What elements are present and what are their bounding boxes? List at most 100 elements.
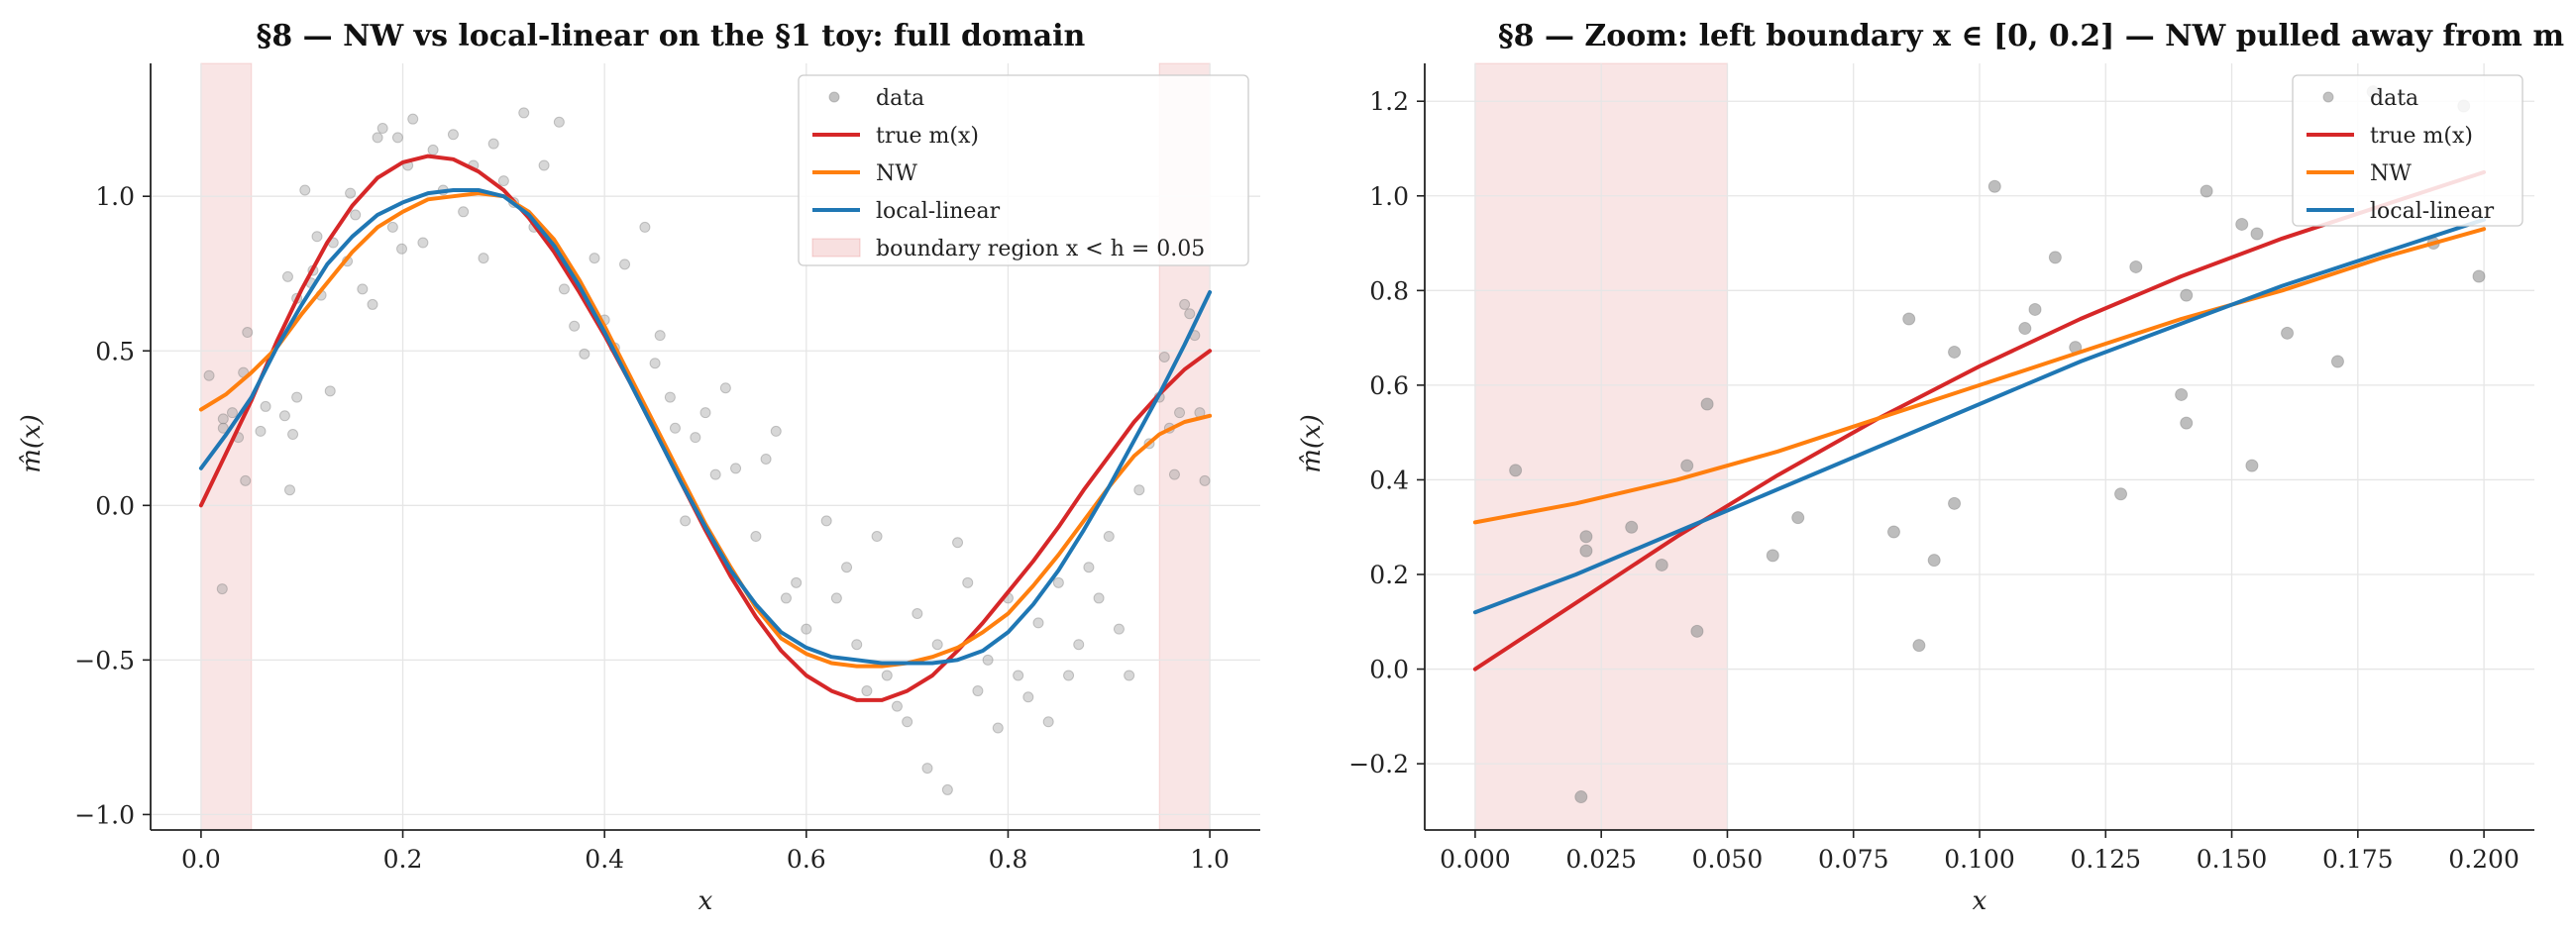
data-point	[386, 221, 398, 233]
legend: data true m(x) NW local-linear boundary regi…	[798, 74, 1249, 266]
y-tick-labels: −0.2 0.0 0.2 0.4 0.6 0.8 1.0 1.2	[1348, 87, 1409, 778]
data-point	[881, 670, 893, 681]
data-point	[1902, 312, 1916, 326]
data-point	[654, 330, 666, 342]
data-point	[1680, 459, 1694, 472]
data-point	[1022, 691, 1034, 703]
data-point	[1052, 576, 1064, 588]
y-tick-label: 0.5	[95, 337, 135, 365]
data-point	[1133, 484, 1145, 496]
zoom-panel: 0.000 0.025 0.050 0.075 0.100 0.125 0.150 0.175…	[1297, 19, 2564, 916]
x-tick-label: 0.6	[787, 845, 826, 874]
data-point	[902, 716, 913, 728]
data-point	[664, 391, 676, 403]
data-point	[518, 107, 530, 119]
legend-marker-data	[828, 91, 840, 103]
data-point	[1179, 298, 1191, 310]
y-axis-label: m̂(x)	[1297, 414, 1327, 473]
data-point	[367, 298, 378, 310]
data-point	[376, 123, 388, 135]
data-point	[992, 722, 1004, 734]
data-point	[1032, 617, 1044, 629]
data-point	[1766, 549, 1779, 563]
data-point	[2048, 251, 2062, 264]
data-point	[1987, 179, 2001, 193]
legend-label-ll: local-linear	[2370, 199, 2495, 224]
x-tick-label: 0.175	[2322, 845, 2394, 874]
data-point	[260, 400, 271, 412]
data-points	[203, 107, 1211, 795]
data-point	[1199, 474, 1211, 486]
y-tick-label: 1.2	[1369, 87, 1409, 116]
legend-label-true: true m(x)	[876, 124, 979, 149]
data-point	[1042, 716, 1054, 728]
data-point	[699, 407, 711, 419]
data-point	[2018, 322, 2032, 336]
x-tick-label: 0.050	[1692, 845, 1764, 874]
data-point	[2180, 288, 2194, 302]
data-point	[891, 700, 903, 712]
data-point	[1791, 511, 1805, 525]
data-point	[1184, 308, 1196, 320]
x-tick-label: 0.150	[2197, 845, 2268, 874]
data-point	[770, 425, 782, 437]
y-tick-label: −1.0	[74, 800, 135, 829]
data-point	[1690, 624, 1704, 638]
full-domain-panel: 0.0 0.2 0.4 0.6 0.8 1.0 −1.0 −0.5 0.0 0.5 1.0 §8 …	[17, 19, 1260, 916]
data-point	[1158, 351, 1170, 363]
x-axis-label: x	[698, 886, 713, 916]
data-point	[281, 270, 293, 282]
y-tick-label: 0.8	[1369, 276, 1409, 305]
data-point	[589, 253, 600, 264]
data-point	[760, 453, 772, 465]
data-point	[1574, 790, 1588, 804]
data-point	[2200, 184, 2213, 198]
legend-label-boundary: boundary region x < h = 0.05	[876, 237, 1205, 261]
data-point	[649, 358, 661, 369]
data-point	[345, 187, 357, 199]
x-tick-label: 0.200	[2448, 845, 2520, 874]
data-point	[216, 583, 228, 595]
data-point	[2114, 487, 2128, 501]
legend-patch-boundary	[811, 238, 861, 258]
legend-box	[2292, 74, 2523, 227]
data-point	[391, 132, 403, 144]
data-point	[719, 382, 731, 394]
y-tick-label: 1.0	[1369, 182, 1409, 211]
series-line-nw	[1472, 227, 2487, 525]
data-point	[1655, 558, 1668, 571]
legend-marker-data	[2322, 91, 2334, 103]
data-point	[2472, 269, 2486, 283]
data-point	[284, 484, 296, 496]
data-point	[2330, 355, 2344, 368]
data-point	[982, 654, 994, 666]
data-point	[791, 576, 803, 588]
legend-box	[798, 74, 1249, 266]
axes	[1417, 63, 2534, 838]
data-point	[1168, 468, 1180, 480]
series-line-local-linear	[1472, 217, 2487, 615]
data-points	[1509, 85, 2486, 804]
boundary-region-0	[200, 62, 253, 831]
data-point	[1013, 670, 1024, 681]
data-point	[287, 429, 299, 441]
data-point	[217, 413, 229, 425]
data-point	[780, 592, 792, 604]
data-point	[1579, 530, 1593, 544]
data-point	[1113, 623, 1125, 635]
legend-label-nw: NW	[2370, 161, 2412, 186]
data-point	[912, 608, 923, 620]
data-point	[709, 468, 721, 480]
data-point	[324, 385, 336, 397]
data-point	[497, 175, 509, 187]
data-point	[871, 531, 883, 543]
data-point	[750, 531, 762, 543]
data-point	[1927, 554, 1941, 568]
x-tick-label: 0.025	[1565, 845, 1637, 874]
data-point	[1063, 670, 1075, 681]
x-tick-label: 1.0	[1190, 845, 1230, 874]
data-point	[941, 783, 953, 795]
y-tick-label: 0.0	[1369, 656, 1409, 684]
data-point	[1948, 496, 1962, 510]
